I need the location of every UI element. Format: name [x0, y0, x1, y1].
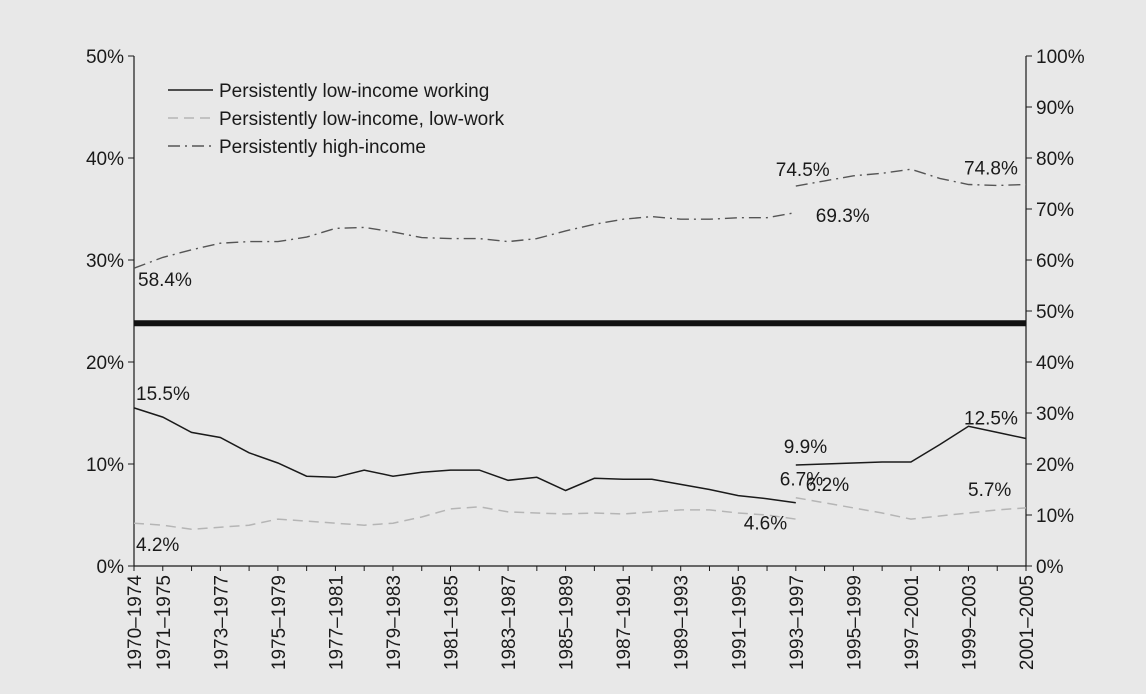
series-low-income-working-line	[134, 408, 796, 503]
x-tick-label: 1991–1995	[729, 575, 750, 670]
data-label: 9.9%	[784, 437, 827, 458]
y-right-tick-label: 80%	[1036, 149, 1074, 170]
y-right-tick-label: 0%	[1036, 557, 1064, 578]
data-label: 74.5%	[776, 160, 830, 181]
data-label: 6.2%	[806, 475, 849, 496]
legend-label: Persistently high-income	[219, 137, 426, 158]
y-right-tick-label: 90%	[1036, 98, 1074, 119]
x-tick-label: 1977–1981	[326, 575, 347, 670]
x-tick-label: 1987–1991	[614, 575, 635, 670]
series-low-income-low-work-line	[796, 498, 1026, 519]
x-tick-label: 1979–1983	[384, 575, 405, 670]
x-tick-label: 1973–1977	[211, 575, 232, 670]
x-tick-label: 2001–2005	[1017, 575, 1038, 670]
data-label: 12.5%	[964, 409, 1018, 430]
series-low-income-working-line	[796, 426, 1026, 465]
x-tick-label: 1997–2001	[902, 575, 923, 670]
y-left-tick-label: 0%	[97, 557, 125, 578]
y-right-tick-label: 30%	[1036, 404, 1074, 425]
y-right-tick-label: 70%	[1036, 200, 1074, 221]
y-right-tick-label: 50%	[1036, 302, 1074, 323]
y-left-tick-label: 40%	[86, 149, 124, 170]
y-right-tick-label: 40%	[1036, 353, 1074, 374]
y-left-tick-label: 10%	[86, 455, 124, 476]
series-low-income-low-work-line	[134, 507, 796, 530]
x-tick-label: 1981–1985	[442, 575, 463, 670]
data-label: 4.2%	[136, 535, 179, 556]
x-tick-label: 1999–2003	[959, 575, 980, 670]
y-right-tick-label: 10%	[1036, 506, 1074, 527]
data-label: 69.3%	[816, 206, 870, 227]
data-label: 5.7%	[968, 480, 1011, 501]
legend-label: Persistently low-income, low-work	[219, 109, 505, 130]
y-left-tick-label: 50%	[86, 47, 124, 68]
y-right-tick-label: 100%	[1036, 47, 1085, 68]
data-label: 74.8%	[964, 159, 1018, 180]
data-label: 58.4%	[138, 270, 192, 291]
y-left-tick-label: 30%	[86, 251, 124, 272]
legend-label: Persistently low-income working	[219, 81, 489, 102]
x-tick-label: 1985–1989	[557, 575, 578, 670]
y-right-tick-label: 60%	[1036, 251, 1074, 272]
x-tick-label: 1993–1997	[787, 575, 808, 670]
series-high-income-line	[134, 213, 796, 269]
x-tick-label: 1975–1979	[269, 575, 290, 670]
x-tick-label: 1970–1974	[125, 575, 146, 671]
y-left-tick-label: 20%	[86, 353, 124, 374]
x-tick-label: 1995–1999	[844, 575, 865, 670]
x-tick-label: 1983–1987	[499, 575, 520, 670]
data-label: 15.5%	[136, 384, 190, 405]
x-tick-label: 1971–1975	[154, 575, 175, 670]
y-right-tick-label: 20%	[1036, 455, 1074, 476]
x-tick-label: 1989–1993	[672, 575, 693, 670]
data-label: 4.6%	[744, 514, 787, 535]
